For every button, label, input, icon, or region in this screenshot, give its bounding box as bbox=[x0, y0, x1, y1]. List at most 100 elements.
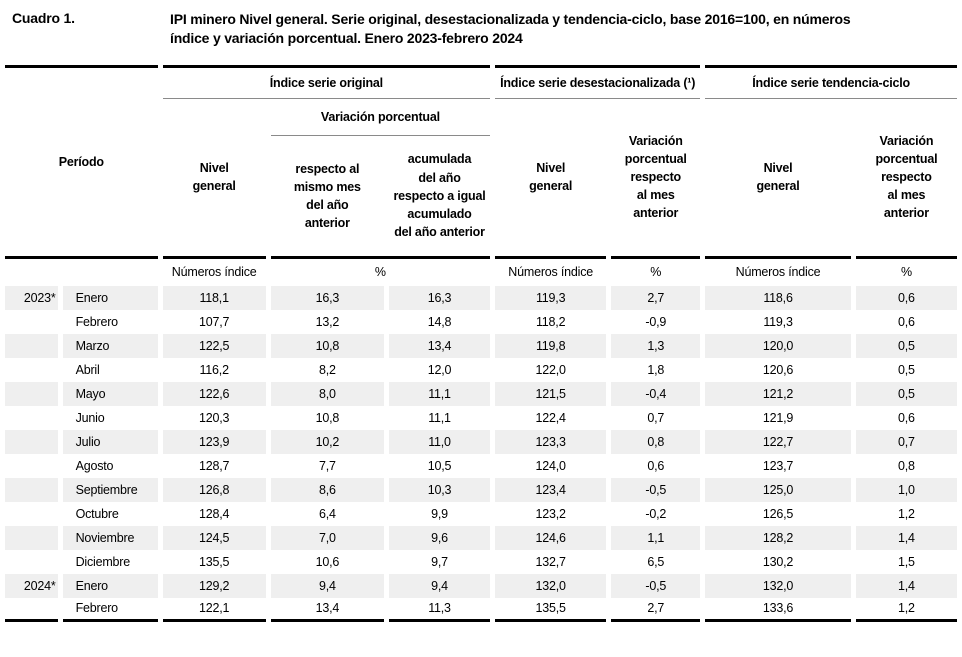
cell-value: 8,2 bbox=[318, 362, 336, 377]
cell-year bbox=[5, 333, 58, 358]
cell-value: 132,0 bbox=[705, 573, 851, 598]
cell-month: Diciembre bbox=[75, 554, 131, 569]
cell-value: 116,2 bbox=[199, 362, 229, 377]
cell-value: 11,1 bbox=[428, 410, 451, 425]
column-header-var-mismo-mes: respecto al mismo mes del año anterior bbox=[293, 161, 361, 230]
cell-year: 2024* bbox=[5, 573, 58, 598]
cell-value: 119,8 bbox=[495, 333, 607, 358]
cell-value: 0,6 bbox=[647, 458, 665, 473]
table-row: Junio 120,3 10,8 11,1 122,4 0,7 121,9 0,6 bbox=[5, 406, 957, 430]
cell-value: 10,5 bbox=[427, 458, 452, 473]
cell-month: Febrero bbox=[62, 598, 158, 622]
column-header-nivel-general-desest: Nivel general bbox=[529, 161, 573, 194]
cell-value: -0,5 bbox=[611, 573, 701, 598]
cell-value: 122,1 bbox=[162, 598, 266, 622]
column-header-variacion-tendencia: Variación porcentual respecto al mes ant… bbox=[875, 133, 938, 221]
cell-month: Julio bbox=[62, 429, 158, 454]
table-caption: Cuadro 1. IPI minero Nivel general. Seri… bbox=[0, 0, 962, 48]
cell-value: 1,2 bbox=[898, 506, 915, 521]
cell-value: 132,0 bbox=[495, 573, 607, 598]
cell-value: 130,2 bbox=[762, 554, 794, 569]
cell-value: 16,3 bbox=[388, 285, 491, 310]
cell-value: 132,7 bbox=[535, 554, 566, 569]
cell-value: 135,5 bbox=[495, 598, 607, 622]
cell-value: 123,2 bbox=[535, 506, 566, 521]
units-percent: % bbox=[270, 255, 491, 286]
cell-value: 1,4 bbox=[855, 525, 957, 550]
column-header-var-acumulada: acumulada del año respecto a igual acumu… bbox=[393, 152, 486, 239]
cell-value: 133,6 bbox=[705, 598, 851, 622]
units-percent: % bbox=[855, 255, 957, 286]
units-percent: % bbox=[611, 255, 701, 286]
table-row: Septiembre 126,8 8,6 10,3 123,4 -0,5 125,0 1,0 bbox=[5, 477, 957, 502]
cell-year bbox=[5, 406, 58, 430]
cell-month: Marzo bbox=[62, 333, 158, 358]
cell-year bbox=[5, 502, 58, 526]
cell-value: 13,4 bbox=[270, 598, 384, 622]
cell-month: Noviembre bbox=[62, 525, 158, 550]
cell-value: 0,6 bbox=[898, 410, 915, 425]
cell-year bbox=[5, 477, 58, 502]
cell-value: 7,0 bbox=[270, 525, 384, 550]
cell-value: 121,9 bbox=[762, 410, 794, 425]
cell-value: 124,6 bbox=[495, 525, 607, 550]
units-numeros-indice: Números índice bbox=[162, 255, 266, 286]
cell-month: Febrero bbox=[75, 314, 119, 329]
table-row: Diciembre 135,5 10,6 9,7 132,7 6,5 130,2 1,5 bbox=[5, 550, 957, 574]
group-header-serie-original: Índice serie original bbox=[162, 64, 491, 99]
cell-value: 1,0 bbox=[855, 477, 957, 502]
cell-value: 10,2 bbox=[270, 429, 384, 454]
cell-value: 122,0 bbox=[535, 362, 566, 377]
cell-value: 0,6 bbox=[855, 285, 957, 310]
cell-value: 119,3 bbox=[495, 285, 607, 310]
cell-value: 122,6 bbox=[162, 381, 266, 406]
cell-year bbox=[5, 550, 58, 574]
cell-value: 128,4 bbox=[199, 506, 230, 521]
cell-value: 0,7 bbox=[855, 429, 957, 454]
cell-value: 9,6 bbox=[388, 525, 491, 550]
cell-value: 1,5 bbox=[898, 554, 915, 569]
table-row: Julio 123,9 10,2 11,0 123,3 0,8 122,7 0,7 bbox=[5, 429, 957, 454]
table-body: 2023* Enero 118,1 16,3 16,3 119,3 2,7 118,6 0,6 F… bbox=[5, 285, 957, 622]
table-row: Agosto 128,7 7,7 10,5 124,0 0,6 123,7 0,8 bbox=[5, 454, 957, 478]
table-row: 2024* Enero 129,2 9,4 9,4 132,0 -0,5 132,0 1,4 bbox=[5, 573, 957, 598]
cell-value: 6,5 bbox=[647, 554, 665, 569]
cell-value: 122,4 bbox=[535, 410, 566, 425]
cell-value: 128,7 bbox=[199, 458, 230, 473]
table-row: 2023* Enero 118,1 16,3 16,3 119,3 2,7 118,6 0,6 bbox=[5, 285, 957, 310]
units-empty-cell bbox=[5, 255, 158, 286]
column-header-variacion-desest: Variación porcentual respecto al mes ant… bbox=[624, 133, 687, 221]
cell-value: 118,6 bbox=[705, 285, 851, 310]
cell-value: 0,8 bbox=[898, 458, 915, 473]
group-header-row: Período Índice serie original Índice ser… bbox=[5, 64, 957, 169]
cell-value: -0,4 bbox=[611, 381, 701, 406]
cell-value: 11,0 bbox=[388, 429, 491, 454]
cell-year bbox=[5, 525, 58, 550]
cell-value: 118,2 bbox=[535, 314, 566, 329]
cell-value: 1,8 bbox=[647, 362, 665, 377]
cell-value: 123,3 bbox=[495, 429, 607, 454]
cell-value: 121,2 bbox=[705, 381, 851, 406]
column-header-row: respecto al mismo mes del año anterior a… bbox=[5, 136, 957, 256]
cell-year bbox=[5, 358, 58, 382]
cell-value: 16,3 bbox=[270, 285, 384, 310]
cell-month: Enero bbox=[62, 285, 158, 310]
table-row: Febrero 122,1 13,4 11,3 135,5 2,7 133,6 1,2 bbox=[5, 598, 957, 622]
cell-month: Septiembre bbox=[62, 477, 158, 502]
period-column-header: Período bbox=[5, 64, 158, 256]
column-header-nivel-general-tendencia: Nivel general bbox=[756, 161, 800, 194]
table-header: Período Índice serie original Índice ser… bbox=[5, 64, 957, 286]
cell-value: 10,3 bbox=[388, 477, 491, 502]
cell-value: 1,1 bbox=[611, 525, 701, 550]
cell-value: 124,0 bbox=[535, 458, 566, 473]
cell-value: 13,4 bbox=[388, 333, 491, 358]
table-number: Cuadro 1. bbox=[12, 10, 75, 26]
cell-value: 11,3 bbox=[388, 598, 491, 622]
subgroup-header-variacion-porcentual: Variación porcentual bbox=[270, 99, 491, 136]
cell-value: 122,5 bbox=[162, 333, 266, 358]
cell-month: Abril bbox=[75, 362, 100, 377]
cell-value: 124,5 bbox=[162, 525, 266, 550]
cell-year bbox=[5, 429, 58, 454]
cell-value: 1,3 bbox=[611, 333, 701, 358]
